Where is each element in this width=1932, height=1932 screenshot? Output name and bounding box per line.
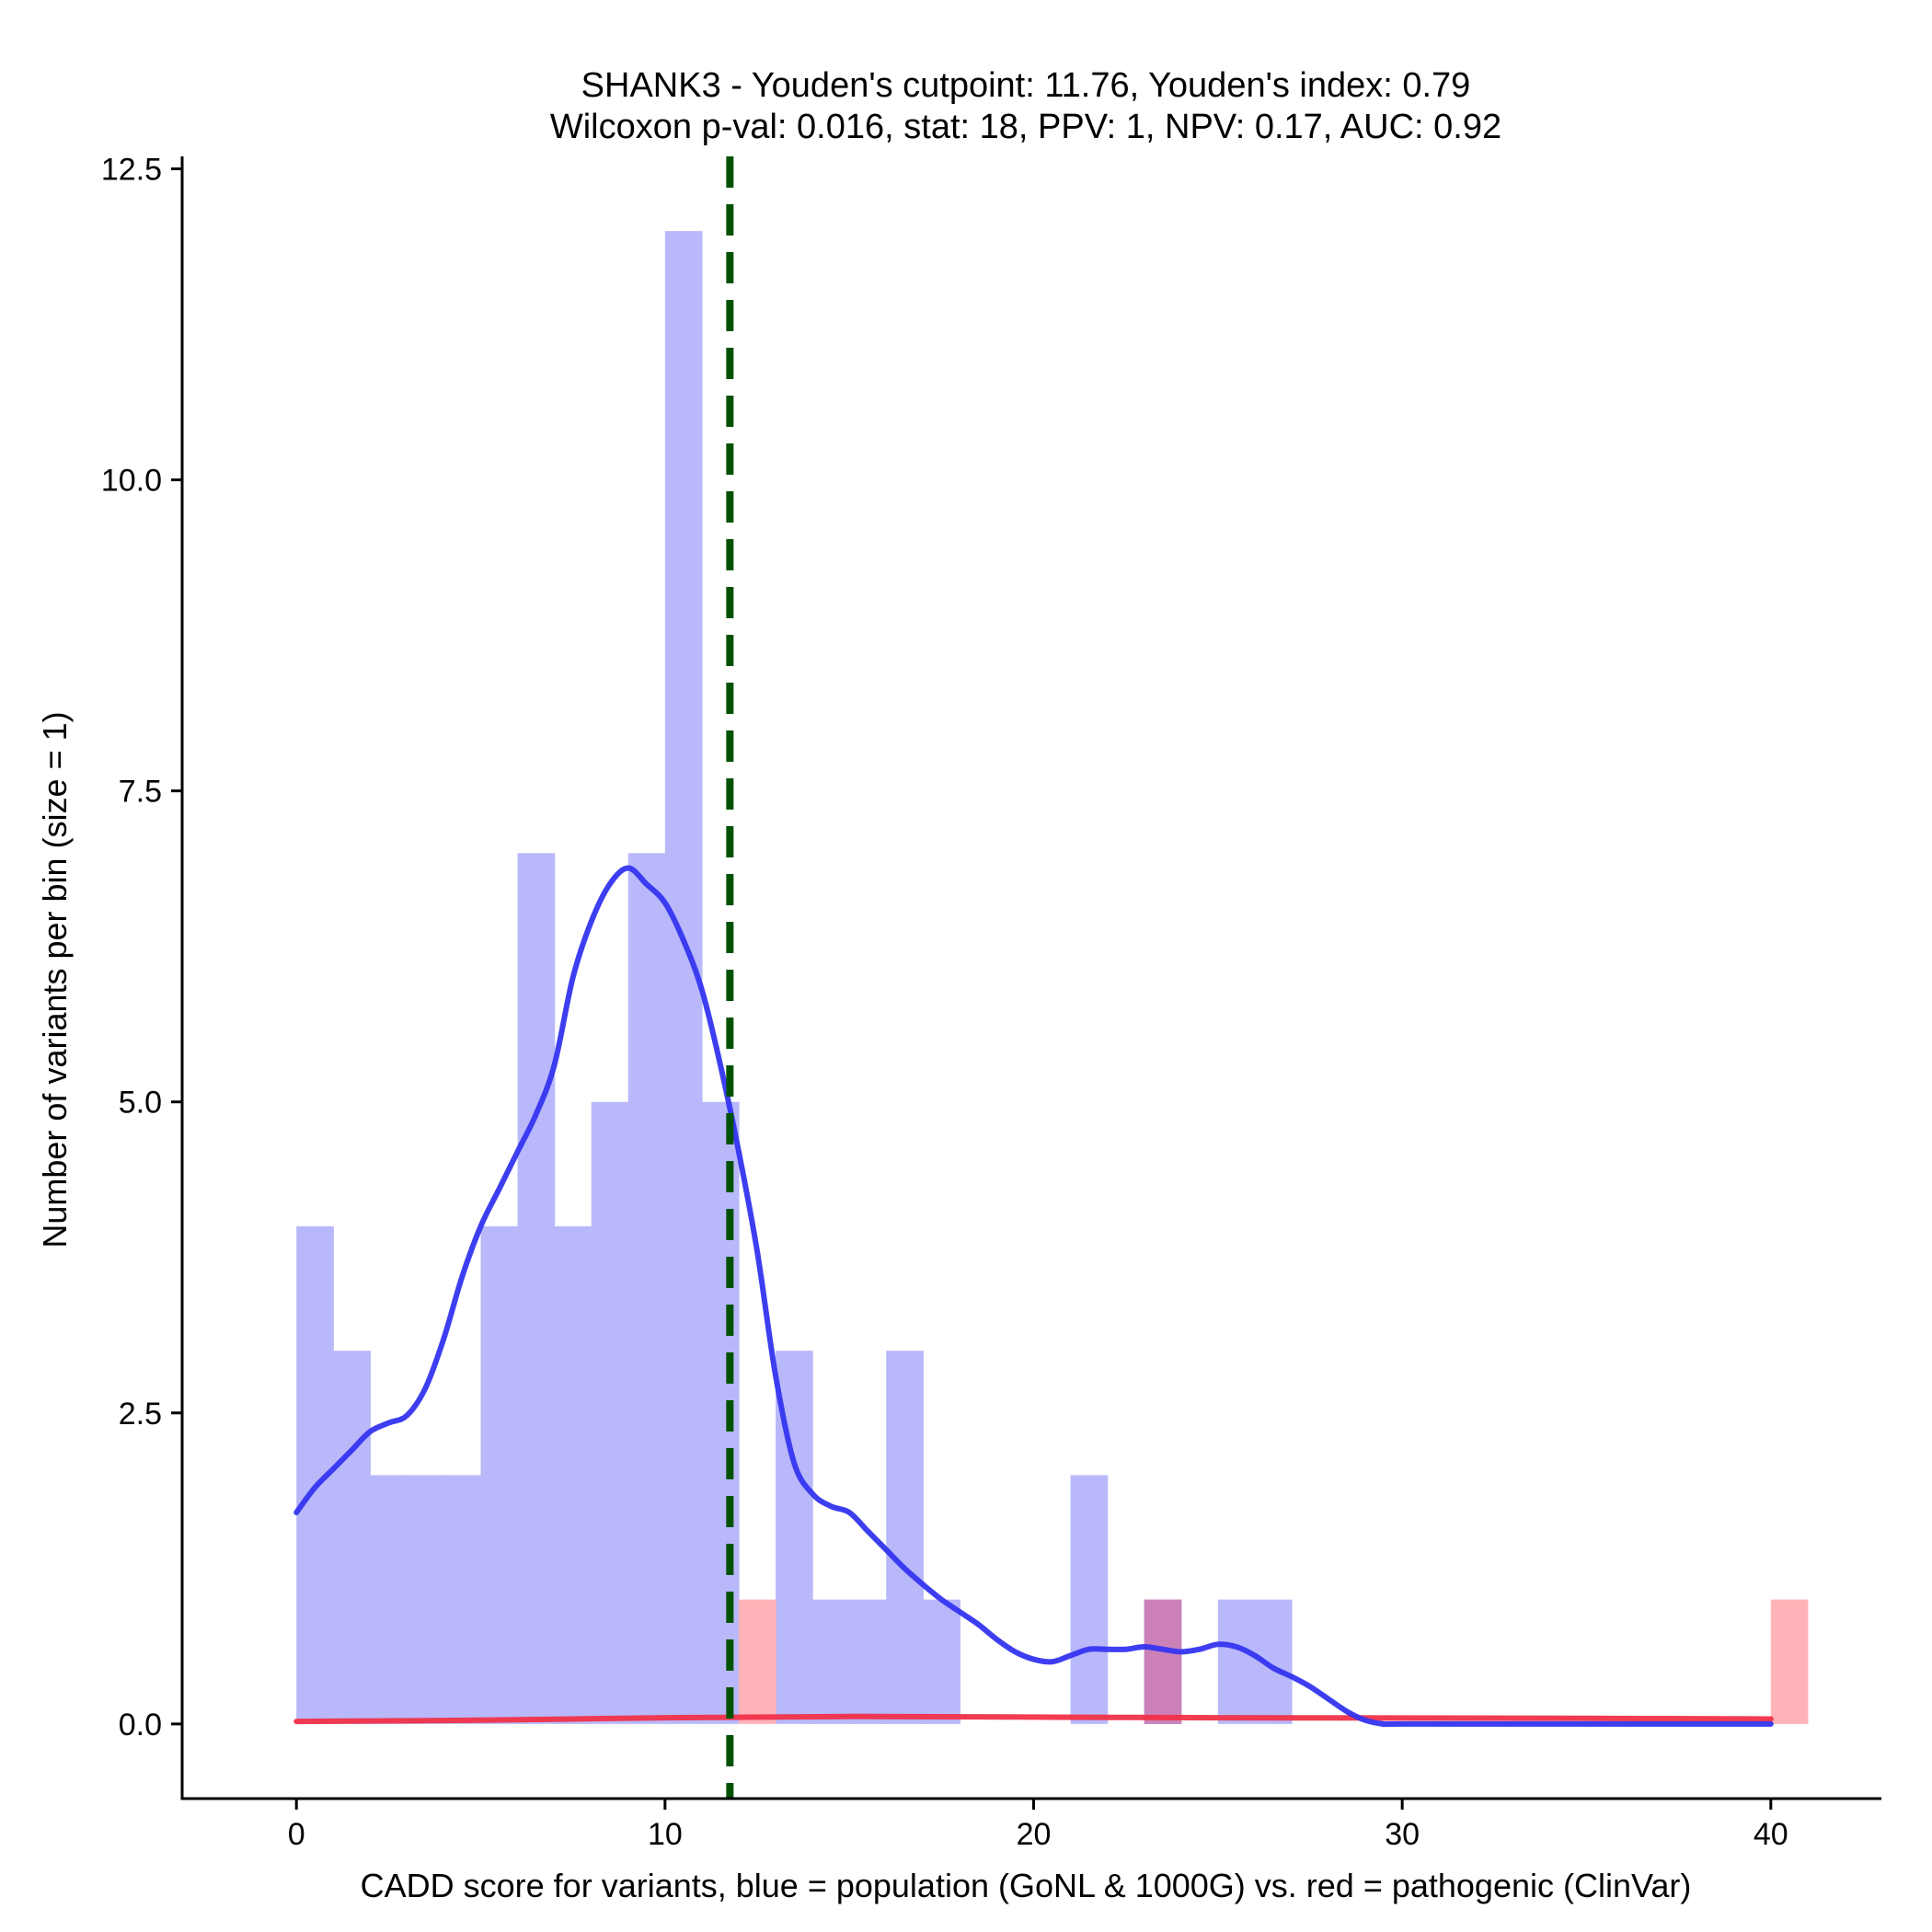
population-bar — [554, 1225, 592, 1724]
chart-title-line-2: Wilcoxon p-val: 0.016, stat: 18, PPV: 1,… — [550, 108, 1501, 146]
y-axis-label: Number of variants per bin (size = 1) — [36, 711, 74, 1248]
y-tick-label: 5.0 — [119, 1086, 162, 1121]
population-bar — [407, 1475, 445, 1724]
population-bar — [812, 1599, 850, 1724]
y-tick-label: 12.5 — [101, 153, 162, 188]
y-tick-label: 2.5 — [119, 1397, 162, 1432]
pathogenic-bar — [1770, 1599, 1809, 1724]
population-bar — [886, 1351, 924, 1724]
x-tick-label: 30 — [1385, 1817, 1420, 1852]
population-bar — [701, 1101, 740, 1724]
x-tick-label: 40 — [1754, 1817, 1788, 1852]
density-lines-layer — [293, 865, 1774, 1728]
y-tick-label: 10.0 — [101, 464, 162, 499]
pathogenic-bar — [738, 1599, 776, 1724]
population-bar — [1070, 1475, 1109, 1724]
axes-layer: 0 10 20 30 40 0.0 2.5 5.0 7.5 10.0 12.5 — [101, 153, 1881, 1852]
y-tick-label: 0.0 — [119, 1708, 162, 1742]
population-bar — [923, 1599, 960, 1724]
chart-title-line-1: SHANK3 - Youden's cutpoint: 11.76, Youde… — [581, 66, 1471, 105]
population-bar — [849, 1599, 887, 1724]
x-tick-label: 10 — [648, 1817, 683, 1852]
pathogenic-bar — [1144, 1599, 1182, 1724]
population-bar — [480, 1225, 519, 1724]
population-bar — [627, 853, 666, 1724]
y-tick-label: 7.5 — [119, 775, 162, 810]
population-bar — [370, 1475, 408, 1724]
pathogenic-density-line — [293, 1713, 1774, 1725]
x-tick-label: 0 — [288, 1817, 305, 1852]
population-bar — [443, 1475, 482, 1724]
population-bar — [591, 1101, 629, 1724]
population-bar — [333, 1351, 371, 1724]
population-bar — [1217, 1599, 1256, 1724]
bars-layer — [296, 231, 1809, 1724]
population-bar — [517, 853, 556, 1724]
x-axis-label: CADD score for variants, blue = populati… — [361, 1867, 1692, 1904]
x-tick-label: 20 — [1017, 1817, 1052, 1852]
population-density-line — [293, 865, 1774, 1728]
